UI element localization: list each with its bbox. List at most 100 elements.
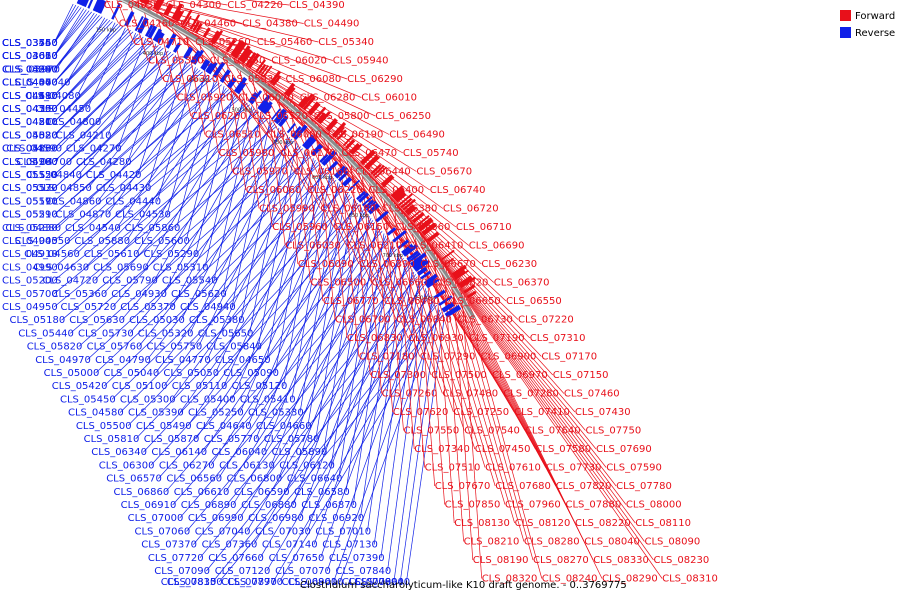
reverse-feature-label[interactable]: CLS_05160 (2, 144, 58, 155)
forward-feature-label[interactable]: CLS_06900 (481, 352, 537, 363)
forward-feature-label[interactable]: CLS_06020 (271, 56, 327, 67)
reverse-feature-label[interactable]: CLS_03760 (2, 38, 58, 49)
forward-feature-label[interactable]: CLS_06370 (494, 278, 550, 289)
reverse-feature-label[interactable]: CLS_04200 (2, 117, 58, 128)
reverse-feature-label[interactable]: CLS_06880 (241, 500, 297, 511)
forward-feature-label[interactable]: CLS_05340 (318, 37, 374, 48)
reverse-feature-label[interactable]: CLS_04540 (65, 223, 121, 234)
reverse-feature-label[interactable]: CLS_05730 (78, 328, 134, 339)
forward-feature-label[interactable]: CLS_07500 (431, 370, 487, 381)
forward-feature-label[interactable]: CLS_08240 (542, 574, 598, 585)
forward-feature-label[interactable]: CLS_08310 (662, 574, 718, 585)
forward-feature-label[interactable]: CLS_05980 (219, 148, 275, 159)
reverse-feature-label[interactable]: CLS_04870 (56, 210, 112, 221)
reverse-feature-label[interactable]: CLS_06960 (282, 577, 338, 588)
forward-feature-label[interactable]: CLS_07310 (530, 333, 586, 344)
forward-feature-label[interactable]: CLS_07430 (575, 407, 631, 418)
forward-feature-label[interactable]: CLS_05930 (224, 74, 280, 85)
reverse-feature-label[interactable]: CLS_04450 (35, 104, 91, 115)
reverse-feature-label[interactable]: CLS_05770 (204, 434, 260, 445)
reverse-feature-label[interactable]: CLS_05110 (172, 381, 228, 392)
forward-feature-label[interactable]: CLS_05350 (148, 56, 204, 67)
reverse-feature-label[interactable]: CLS_05720 (61, 302, 117, 313)
reverse-feature-label[interactable]: CLS_05840 (206, 342, 262, 353)
forward-feature-label[interactable]: CLS_08120 (515, 518, 571, 529)
forward-feature-label[interactable]: CLS_07820 (556, 481, 612, 492)
reverse-feature-label[interactable]: CLS_05520 (2, 170, 58, 181)
forward-feature-label[interactable]: CLS_06820 (433, 278, 489, 289)
reverse-feature-label[interactable]: CLS_07830 (161, 577, 217, 588)
forward-feature-label[interactable]: CLS_08270 (533, 555, 589, 566)
reverse-feature-label[interactable]: CLS_05490 (136, 421, 192, 432)
reverse-feature-label[interactable]: CLS_07360 (202, 540, 258, 551)
forward-feature-label[interactable]: CLS_07190 (469, 333, 525, 344)
forward-feature-label[interactable]: CLS_07480 (442, 389, 498, 400)
reverse-feature-label[interactable]: CLS_07140 (262, 540, 318, 551)
forward-feature-label[interactable]: CLS_05950 (210, 56, 266, 67)
reverse-feature-label[interactable]: CLS_05890 (272, 447, 328, 458)
reverse-feature-label[interactable]: CLS_04080 (25, 91, 81, 102)
forward-feature-label[interactable]: CLS_06030 (285, 241, 341, 252)
reverse-feature-label[interactable]: CLS_07900 (348, 577, 404, 588)
reverse-feature-label[interactable]: CLS_04040 (15, 78, 71, 89)
reverse-feature-label[interactable]: CLS_05820 (27, 342, 83, 353)
forward-feature-label[interactable]: CLS_05940 (333, 56, 389, 67)
reverse-feature-label[interactable]: CLS_04700 (16, 157, 72, 168)
forward-feature-label[interactable]: CLS_06010 (361, 93, 417, 104)
forward-feature-label[interactable]: CLS_06230 (481, 259, 537, 270)
reverse-feature-label[interactable]: CLS_05870 (144, 434, 200, 445)
reverse-feature-label[interactable]: CLS_05530 (2, 183, 58, 194)
forward-feature-label[interactable]: CLS_06720 (443, 204, 499, 215)
reverse-feature-label[interactable]: CLS_06140 (151, 447, 207, 458)
forward-feature-label[interactable]: CLS_08290 (602, 574, 658, 585)
reverse-feature-label[interactable]: CLS_05030 (129, 315, 185, 326)
forward-feature-label[interactable]: CLS_05460 (257, 37, 313, 48)
forward-feature-label[interactable]: CLS_06670 (420, 259, 476, 270)
forward-feature-label[interactable]: CLS_06380 (382, 204, 438, 215)
reverse-feature-label[interactable]: CLS_06990 (188, 513, 244, 524)
reverse-feature-label[interactable]: CLS_06640 (287, 474, 343, 485)
reverse-feature-label[interactable]: CLS_05410 (240, 394, 296, 405)
forward-feature-label[interactable]: CLS_04380 (242, 19, 298, 30)
reverse-feature-label[interactable]: CLS_03660 (2, 51, 58, 62)
reverse-feature-label[interactable]: CLS_07720 (148, 553, 204, 564)
reverse-feature-label[interactable]: CLS_04840 (26, 170, 82, 181)
reverse-feature-label[interactable]: CLS_05200 (2, 276, 58, 287)
forward-feature-label[interactable]: CLS_06280 (300, 93, 356, 104)
reverse-feature-label[interactable]: CLS_05600 (134, 236, 190, 247)
forward-feature-label[interactable]: CLS_06170 (280, 148, 336, 159)
reverse-feature-label[interactable]: CLS_05180 (10, 315, 66, 326)
reverse-feature-label[interactable]: CLS_05750 (147, 342, 203, 353)
reverse-feature-label[interactable]: CLS_08150 (167, 577, 223, 588)
forward-feature-label[interactable]: CLS_07410 (514, 407, 570, 418)
reverse-feature-label[interactable]: CLS_05150 (2, 170, 58, 181)
forward-feature-label[interactable]: CLS_06660 (372, 278, 428, 289)
forward-feature-label[interactable]: CLS_07290 (420, 352, 476, 363)
reverse-feature-label[interactable]: CLS_05780 (264, 434, 320, 445)
reverse-feature-label[interactable]: CLS_03450 (2, 38, 58, 49)
forward-feature-label[interactable]: CLS_06210 (346, 241, 402, 252)
reverse-feature-label[interactable]: CLS_04900 (2, 236, 58, 247)
reverse-feature-label[interactable]: CLS_05170 (2, 183, 58, 194)
reverse-feature-label[interactable]: CLS_06800 (227, 474, 283, 485)
reverse-feature-label[interactable]: CLS_05360 (52, 289, 108, 300)
reverse-feature-label[interactable]: CLS_04530 (115, 210, 171, 221)
forward-feature-label[interactable]: CLS_06440 (355, 167, 411, 178)
reverse-feature-label[interactable]: CLS_05370 (120, 302, 176, 313)
forward-feature-label[interactable]: CLS_06080 (286, 74, 342, 85)
forward-feature-label[interactable]: CLS_08320 (482, 574, 538, 585)
reverse-feature-label[interactable]: CLS_05230 (2, 223, 58, 234)
forward-feature-label[interactable]: CLS_07340 (414, 444, 470, 455)
forward-feature-label[interactable]: CLS_07550 (404, 426, 460, 437)
forward-feature-label[interactable]: CLS_04390 (289, 0, 345, 11)
reverse-feature-label[interactable]: CLS_05210 (2, 210, 58, 221)
forward-feature-label[interactable]: CLS_06730 (457, 315, 513, 326)
reverse-feature-label[interactable]: CLS_06570 (106, 474, 162, 485)
forward-feature-label[interactable]: CLS_06160 (294, 167, 350, 178)
reverse-feature-label[interactable]: CLS_06920 (308, 513, 364, 524)
reverse-feature-label[interactable]: CLS_04560 (24, 249, 80, 260)
reverse-feature-label[interactable]: CLS_05040 (104, 368, 160, 379)
forward-feature-label[interactable]: CLS_07450 (475, 444, 531, 455)
reverse-feature-label[interactable]: CLS_05790 (102, 276, 158, 287)
forward-feature-label[interactable]: CLS_04710 (133, 37, 189, 48)
